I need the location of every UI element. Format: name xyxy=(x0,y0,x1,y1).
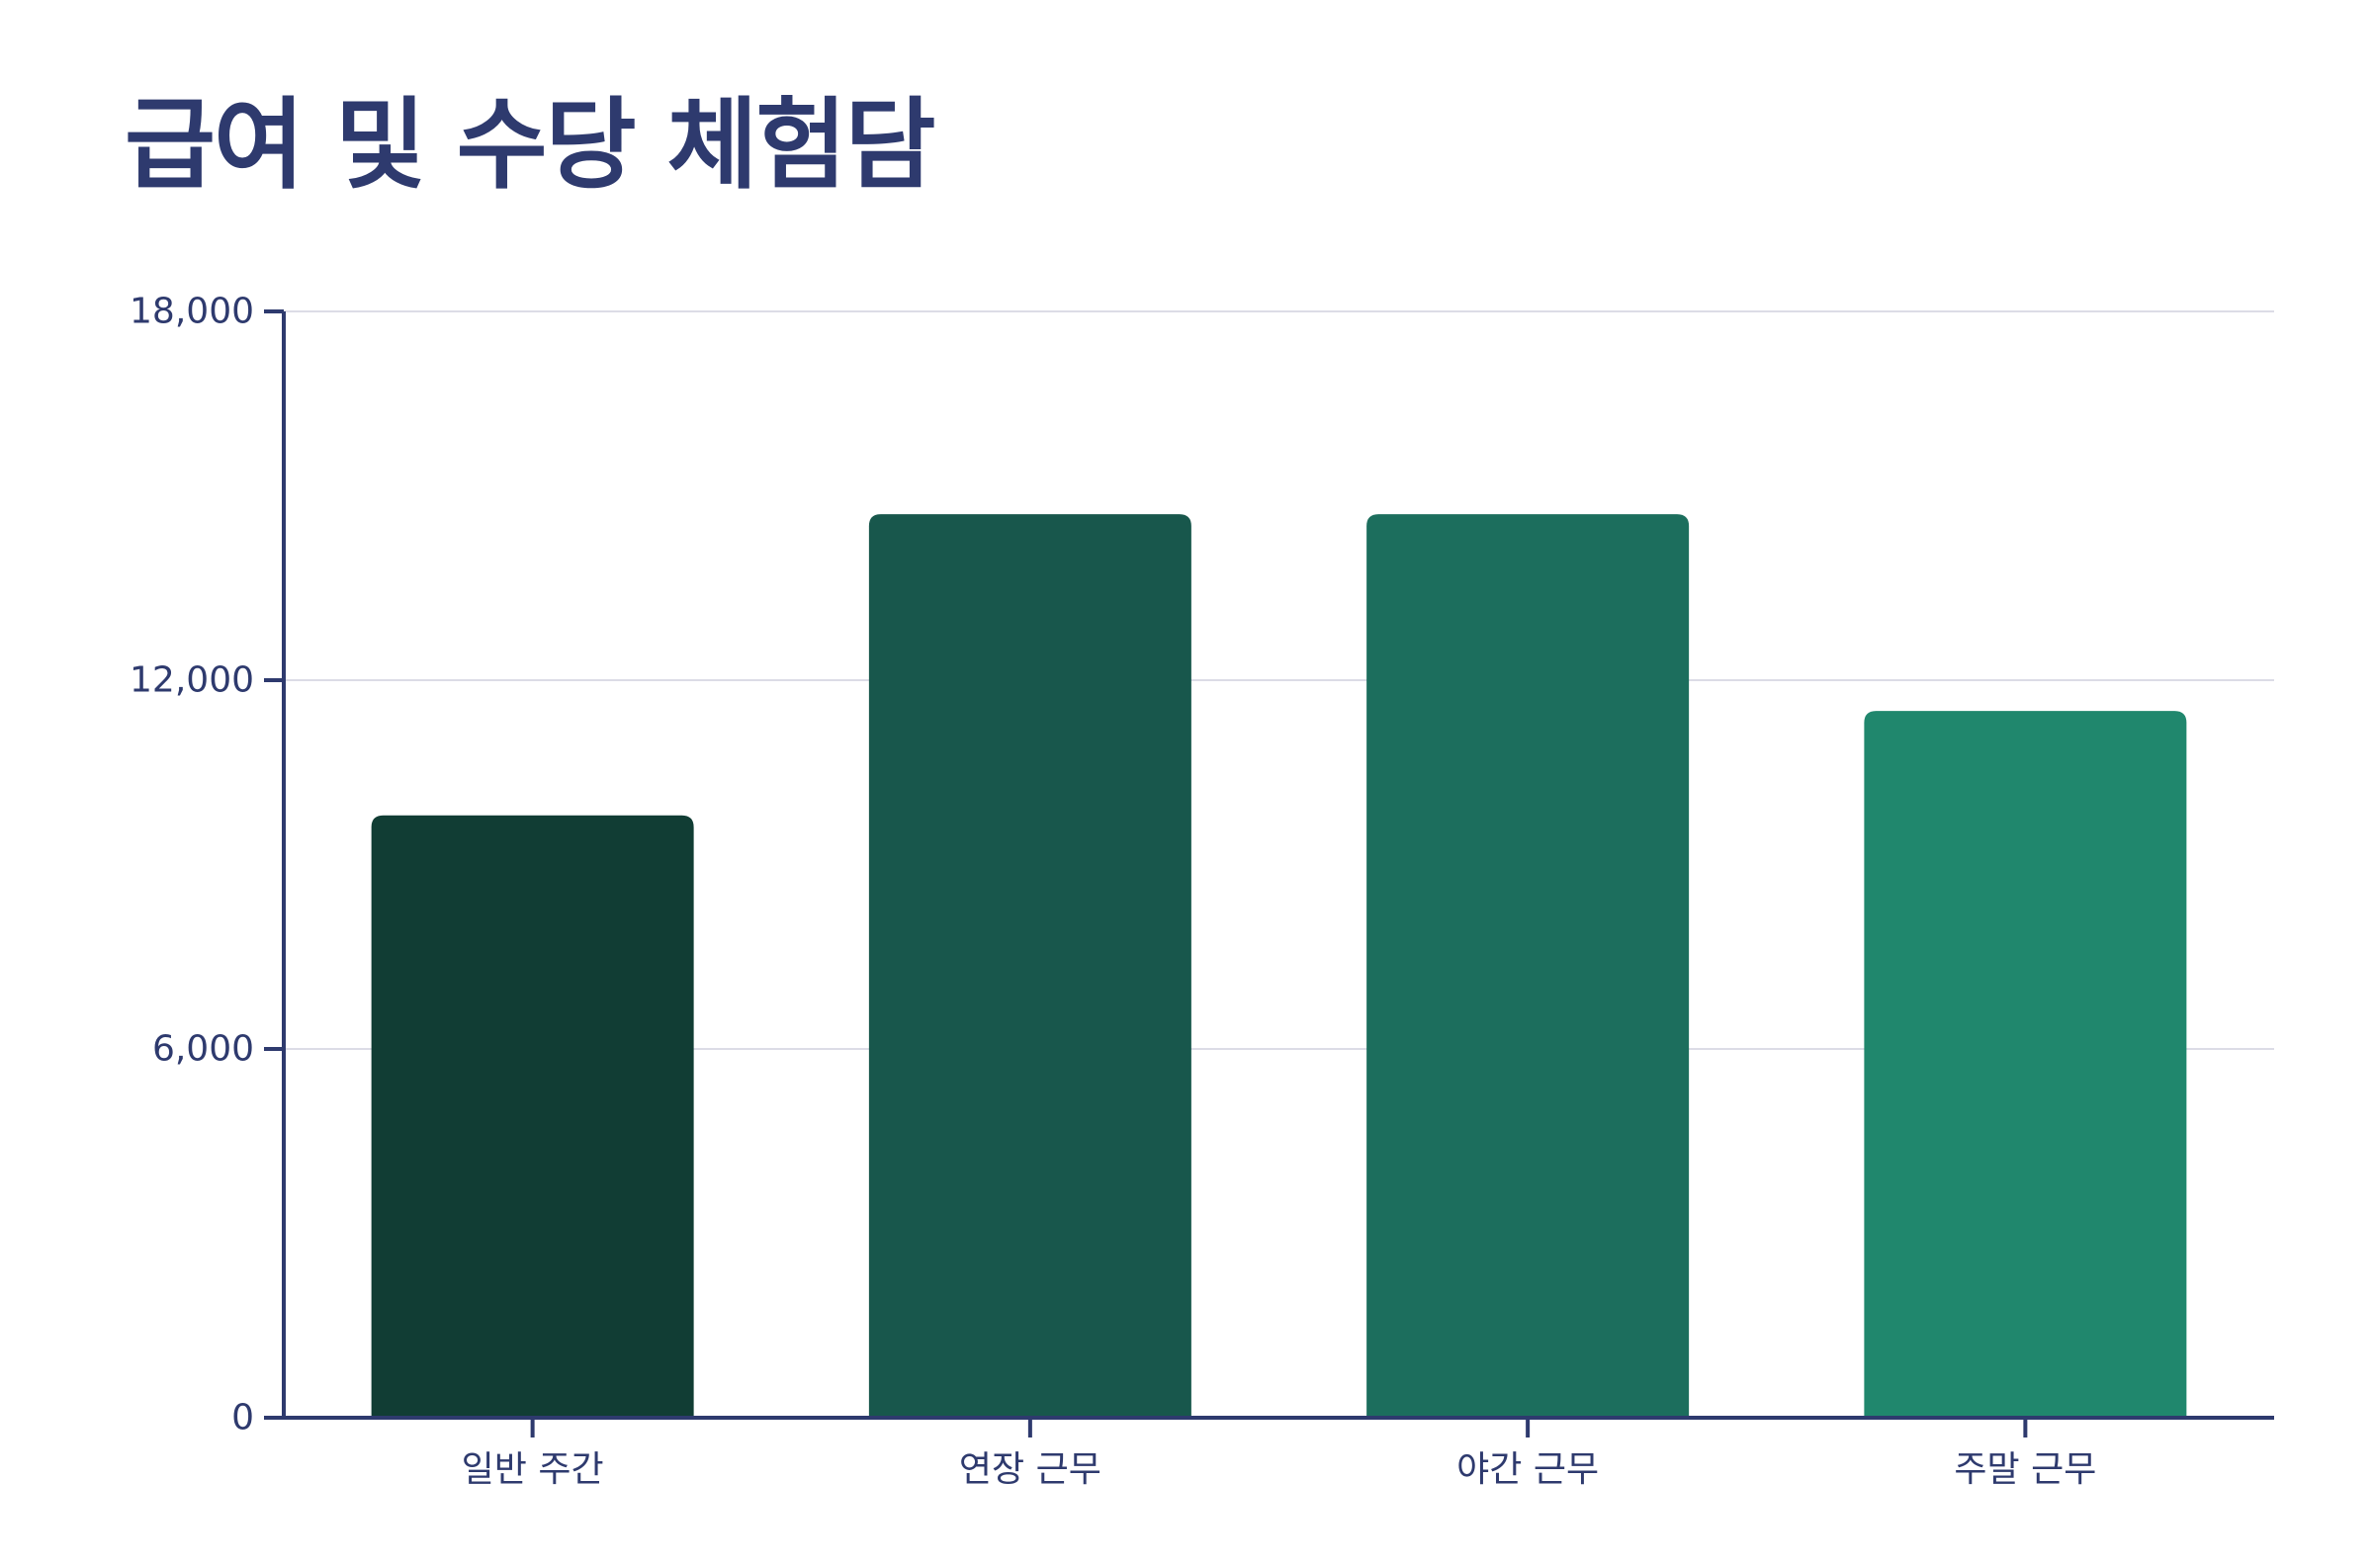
chart-title: 급여 및 수당 체험담 xyxy=(125,87,935,203)
bar xyxy=(868,514,1191,1418)
x-tick-label: 연장 근무 xyxy=(959,1449,1101,1490)
axes xyxy=(282,311,2274,1420)
bar xyxy=(1366,514,1690,1418)
x-axis-ticks: 일반 주간 연장 근무 야간 근무 주말 근무 xyxy=(462,1418,2096,1490)
bar xyxy=(371,815,694,1418)
y-tick-label: 6,000 xyxy=(152,1029,254,1070)
x-tick-label: 일반 주간 xyxy=(462,1449,604,1490)
x-tick-label: 야간 근무 xyxy=(1456,1449,1599,1490)
bar xyxy=(1864,711,2187,1418)
y-axis-ticks: 0 6,000 12,000 18,000 xyxy=(130,292,284,1438)
x-tick-label: 주말 근무 xyxy=(1954,1449,2096,1490)
y-tick-label: 12,000 xyxy=(130,660,254,701)
y-tick-label: 18,000 xyxy=(130,292,254,332)
y-tick-label: 0 xyxy=(231,1398,254,1438)
bars xyxy=(371,514,2187,1418)
